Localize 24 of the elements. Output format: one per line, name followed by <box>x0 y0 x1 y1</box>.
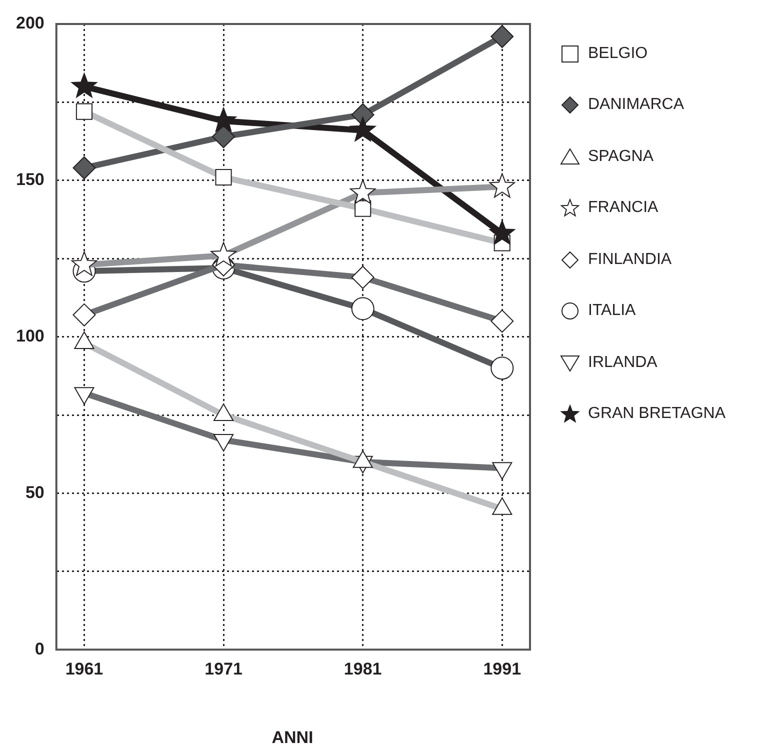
legend-label: SPAGNA <box>588 148 654 166</box>
legend-label: IRLANDA <box>588 354 658 372</box>
point <box>71 73 98 98</box>
y-tick-label: 150 <box>16 170 44 190</box>
y-tick-label: 100 <box>16 326 44 346</box>
x-tick-label: 1971 <box>204 659 242 678</box>
point <box>350 116 376 142</box>
point <box>212 125 236 148</box>
x-tick-label: 1991 <box>483 659 522 678</box>
x-axis-title: ANNI <box>270 728 314 748</box>
point <box>489 220 516 245</box>
y-tick-label: 50 <box>25 482 44 502</box>
legend-label: ITALIA <box>588 302 636 320</box>
legend-label: FINLANDIA <box>588 250 672 269</box>
legend-label: BELGIO <box>588 44 648 63</box>
point <box>72 156 96 180</box>
legend-label: DANIMARCA <box>588 96 684 114</box>
point <box>490 25 514 48</box>
x-tick-label: 1961 <box>65 659 104 678</box>
y-tick-label: 0 <box>34 639 44 658</box>
legend-label: GRAN BRETAGNA <box>588 405 726 424</box>
x-tick-label: 1981 <box>344 659 382 678</box>
y-tick-label: 200 <box>16 14 44 33</box>
legend-label: FRANCIA <box>588 199 658 218</box>
